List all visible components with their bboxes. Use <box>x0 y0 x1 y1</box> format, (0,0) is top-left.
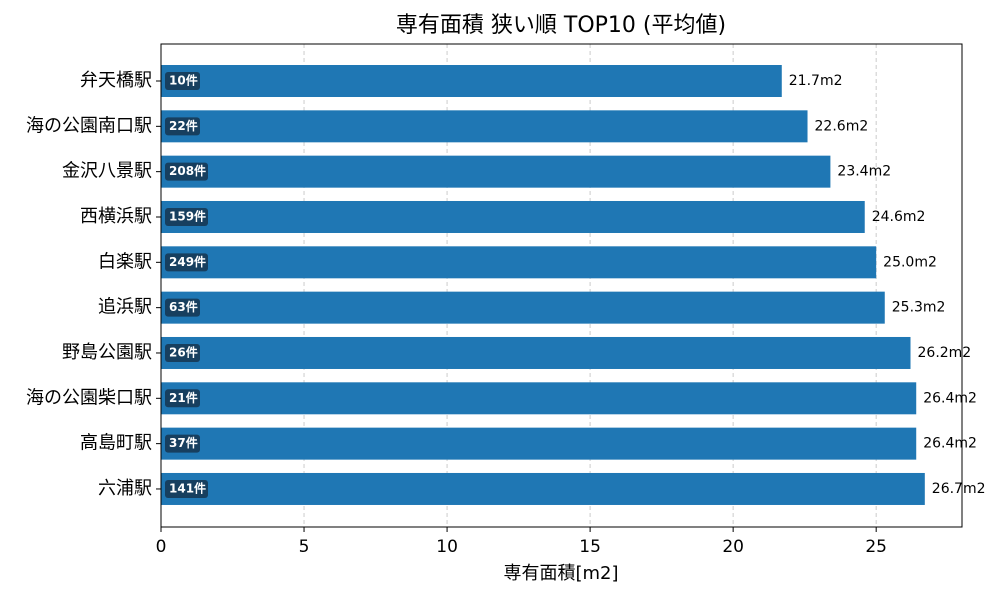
count-label: 141件 <box>169 480 206 495</box>
y-tick-label: 白楽駅 <box>98 251 152 272</box>
bar <box>161 382 917 415</box>
count-box <box>165 72 200 90</box>
count-label: 26件 <box>169 344 198 359</box>
x-tick-label: 25 <box>865 537 887 557</box>
x-tick-label: 20 <box>722 537 744 557</box>
count-label: 10件 <box>169 73 198 88</box>
y-tick-label: 金沢八景駅 <box>62 161 152 182</box>
y-tick-label: 野島公園駅 <box>62 342 152 363</box>
x-tick-label: 15 <box>579 537 601 557</box>
bar <box>161 427 917 460</box>
count-label: 208件 <box>169 163 206 178</box>
y-tick-label: 六浦駅 <box>98 478 152 499</box>
bar <box>161 110 808 143</box>
y-tick-label: 高島町駅 <box>80 433 152 454</box>
count-label: 63件 <box>169 299 198 314</box>
count-label: 249件 <box>169 254 206 269</box>
count-box <box>165 207 208 226</box>
bar <box>161 246 877 279</box>
count-box <box>165 298 200 317</box>
x-tick-label: 5 <box>299 537 310 557</box>
value-label: 26.4m2 <box>923 436 977 452</box>
value-label: 23.4m2 <box>837 164 891 180</box>
x-axis-label: 専有面積[m2] <box>503 563 618 584</box>
value-label: 26.4m2 <box>923 390 977 406</box>
value-label: 26.7m2 <box>932 481 986 497</box>
count-box <box>165 162 208 181</box>
count-box <box>165 479 208 498</box>
count-box <box>165 389 200 408</box>
chart-title: 専有面積 狭い順 TOP10 (平均値) <box>396 13 726 38</box>
bar <box>161 155 831 188</box>
y-tick-label: 追浜駅 <box>98 297 152 318</box>
bar <box>161 291 885 324</box>
value-label: 22.6m2 <box>815 118 869 134</box>
value-label: 26.2m2 <box>918 345 972 361</box>
count-box <box>165 253 208 272</box>
count-label: 159件 <box>169 208 206 223</box>
value-label: 25.0m2 <box>883 254 937 270</box>
count-box <box>165 343 200 362</box>
bar <box>161 336 911 369</box>
count-label: 21件 <box>169 390 198 405</box>
x-tick-label: 10 <box>436 537 458 557</box>
count-box <box>165 434 200 453</box>
bar <box>161 65 782 97</box>
value-label: 24.6m2 <box>872 209 926 225</box>
count-label: 22件 <box>169 118 198 133</box>
y-tick-label: 海の公園南口駅 <box>26 115 152 136</box>
y-tick-label: 海の公園柴口駅 <box>26 387 152 408</box>
count-label: 37件 <box>169 435 198 450</box>
value-label: 25.3m2 <box>892 300 946 316</box>
y-tick-label: 西横浜駅 <box>80 206 152 227</box>
plot-frame <box>160 43 963 528</box>
x-tick-label: 0 <box>156 537 167 557</box>
count-box <box>165 117 200 136</box>
value-label: 21.7m2 <box>789 73 843 89</box>
bar <box>161 200 865 233</box>
bar <box>161 472 925 505</box>
y-tick-label: 弁天橋駅 <box>80 70 152 91</box>
